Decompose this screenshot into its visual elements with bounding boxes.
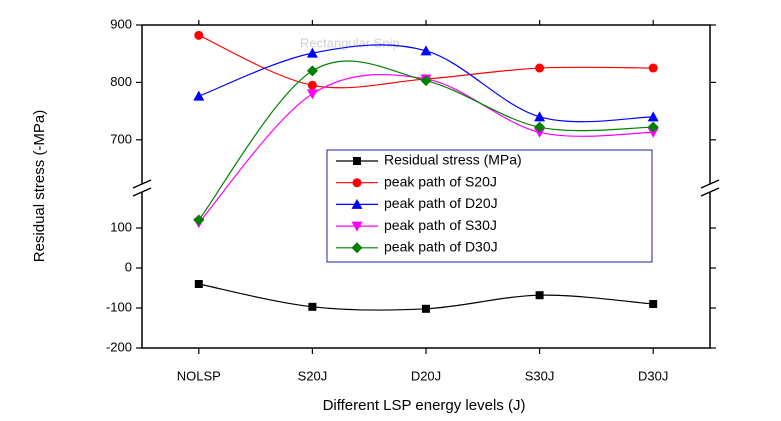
marker bbox=[194, 280, 203, 288]
marker bbox=[420, 75, 432, 87]
marker bbox=[307, 80, 317, 90]
marker bbox=[648, 63, 658, 73]
x-tick-label: S20J bbox=[298, 368, 328, 383]
legend: Residual stress (MPa) peak path of S20J pe… bbox=[326, 149, 653, 263]
y-tick-label: 900 bbox=[110, 16, 132, 31]
marker bbox=[534, 111, 546, 122]
legend-label: peak path of D20J bbox=[384, 195, 498, 211]
watermark: Rectangular Snip bbox=[300, 35, 400, 50]
legend-label: peak path of S20J bbox=[384, 173, 497, 189]
marker bbox=[534, 121, 546, 133]
marker bbox=[535, 291, 544, 300]
x-tick-label: NOLSP bbox=[177, 368, 221, 383]
marker bbox=[647, 111, 659, 122]
legend-label: Residual stress (MPa) bbox=[384, 152, 522, 168]
marker bbox=[534, 127, 546, 138]
marker bbox=[306, 47, 318, 58]
marker bbox=[422, 304, 430, 313]
x-tick-label: D20J bbox=[411, 368, 441, 383]
axis-break bbox=[700, 187, 720, 197]
y-tick-label: 700 bbox=[110, 131, 132, 146]
axis-break bbox=[132, 179, 152, 189]
x-tick-label: D30J bbox=[638, 368, 668, 383]
y-tick-label: 0 bbox=[125, 259, 132, 274]
y-tick-label: -100 bbox=[106, 299, 132, 314]
marker bbox=[351, 221, 363, 232]
y-tick-label: -200 bbox=[106, 339, 132, 354]
marker bbox=[352, 178, 362, 188]
y-axis-label: Residual stress (-MPa) bbox=[31, 110, 48, 263]
legend-box bbox=[326, 149, 653, 263]
marker bbox=[194, 30, 204, 40]
axis-break bbox=[132, 187, 152, 197]
marker bbox=[351, 198, 363, 209]
axis-break bbox=[700, 179, 720, 189]
x-axis-label: Different LSP energy levels (J) bbox=[323, 397, 526, 414]
marker bbox=[193, 214, 205, 226]
y-tick-label: 100 bbox=[110, 219, 132, 234]
marker bbox=[193, 90, 205, 101]
marker bbox=[353, 157, 361, 165]
legend-label: peak path of S30J bbox=[384, 217, 497, 233]
marker bbox=[647, 127, 659, 138]
marker bbox=[535, 63, 545, 73]
marker bbox=[306, 89, 318, 100]
marker bbox=[420, 45, 432, 56]
series-line bbox=[198, 73, 654, 224]
x-tick-label: S30J bbox=[525, 368, 555, 383]
marker bbox=[351, 242, 363, 254]
marker bbox=[306, 65, 318, 77]
y-tick-label: 800 bbox=[110, 74, 132, 89]
series-line bbox=[198, 60, 654, 221]
marker bbox=[649, 300, 658, 308]
marker bbox=[308, 302, 317, 311]
marker bbox=[647, 121, 659, 133]
legend-label: peak path of D30J bbox=[384, 239, 498, 255]
